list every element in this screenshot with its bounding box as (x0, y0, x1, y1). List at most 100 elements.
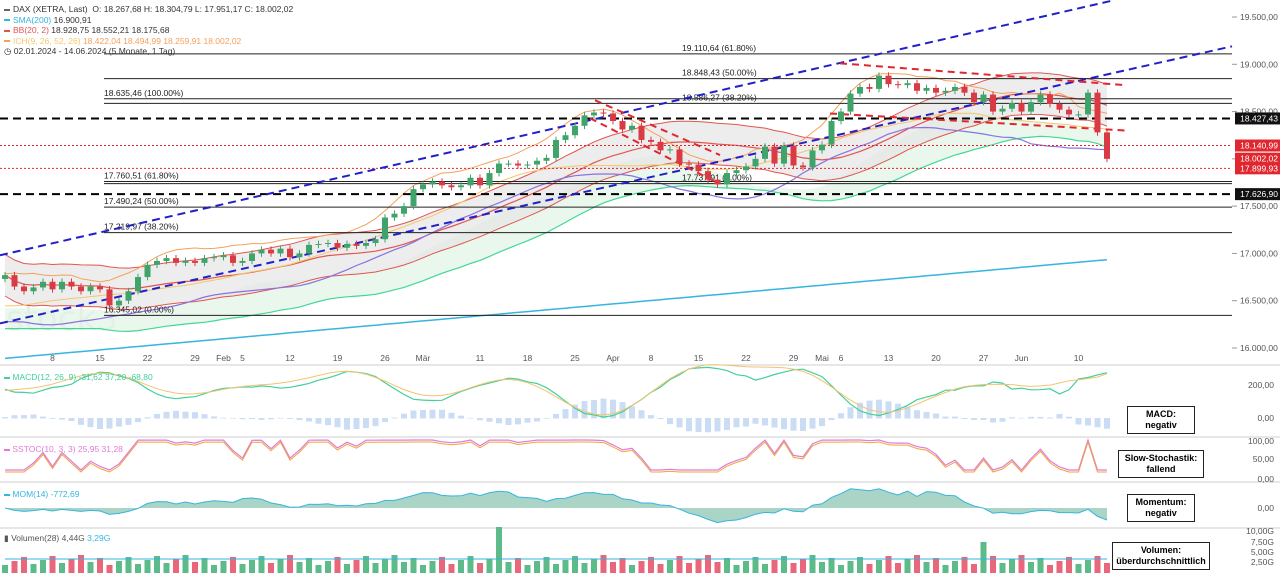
volume-bar (125, 557, 132, 573)
volume-bar (1075, 564, 1082, 573)
x-tick-label: 27 (979, 353, 989, 363)
candle (543, 154, 550, 165)
volume-bar (296, 562, 303, 573)
macd-histogram-bar (648, 415, 654, 419)
candle (923, 84, 930, 95)
legend-instrument: DAX (XETRA, Last) O: 18.267,68 H: 18.304… (4, 4, 293, 15)
candle (154, 257, 160, 269)
candle (800, 162, 806, 171)
macd-histogram-bar (980, 418, 987, 420)
x-tick-label: 29 (789, 353, 799, 363)
candle (648, 136, 654, 146)
candle (106, 286, 113, 309)
volume-bar (173, 559, 179, 573)
stoch-d-line (5, 440, 1107, 473)
volume-bar (695, 559, 702, 573)
volume-bar (382, 559, 388, 573)
macd-histogram-bar (230, 418, 236, 419)
y-tick-label: 16.500,00 (1240, 296, 1278, 306)
volume-bar (638, 561, 645, 573)
candle (40, 278, 46, 291)
macd-histogram-bar (657, 418, 664, 420)
macd-histogram-bar (524, 418, 531, 423)
candle (325, 239, 331, 248)
macd-histogram-bar (1028, 416, 1034, 419)
volume-bar (828, 558, 835, 573)
candle (705, 167, 711, 183)
volume-bar (477, 563, 483, 573)
candle (1037, 91, 1044, 106)
candle (1018, 99, 1025, 115)
macd-histogram-bar (724, 418, 730, 431)
macd-histogram-bar (562, 409, 569, 419)
volume-bar (942, 565, 949, 573)
macd-histogram-bar (971, 418, 977, 420)
volume-bar (78, 555, 84, 573)
vol-legend: ▮ Volumen(28) 4,44G 3,29G (4, 533, 111, 543)
y-tick-label: 17.000,00 (1240, 248, 1278, 258)
volume-bar (154, 556, 160, 573)
macd-signal-line (4, 364, 1108, 416)
macd-histogram-bar (904, 406, 911, 419)
chart-legend: DAX (XETRA, Last) O: 18.267,68 H: 18.304… (4, 4, 293, 57)
candle (11, 271, 18, 290)
mom-signal-box: Momentum: negativ (1127, 494, 1195, 522)
candle (477, 174, 483, 189)
macd-histogram-bar (97, 418, 103, 430)
candle (572, 122, 578, 139)
macd-histogram-bar (610, 399, 616, 419)
macd-histogram-bar (315, 418, 322, 424)
volume-bar (857, 557, 863, 573)
macd-histogram-bar (695, 418, 702, 432)
volume-bar (59, 563, 65, 573)
candle (1028, 98, 1034, 115)
macd-histogram-bar (686, 418, 692, 432)
volume-bar (211, 565, 217, 573)
volume-bar (781, 556, 787, 573)
x-tick-label: 25 (570, 353, 580, 363)
y-tick-label: 18.500,00 (1240, 107, 1278, 117)
macd-histogram-bar (182, 411, 189, 419)
volume-bar (163, 563, 170, 573)
candle (135, 273, 141, 295)
momentum-area (5, 488, 1107, 523)
volume-bar (961, 557, 968, 573)
candle (809, 147, 816, 171)
macd-histogram-bar (1066, 416, 1072, 419)
channel-lower-line (0, 45, 1233, 325)
macd-histogram-bar (258, 418, 265, 420)
candle (515, 160, 521, 169)
price-box (1235, 162, 1280, 175)
fibonacci-label: 18.635,46 (100.00%) (104, 88, 184, 98)
fibonacci-label: 16.345,02 (0.00%) (104, 304, 174, 314)
candle (420, 181, 426, 193)
macd-histogram-bar (249, 418, 255, 420)
bollinger-upper (4, 72, 1108, 269)
macd-histogram-bar (21, 415, 27, 419)
volume-bar (885, 556, 892, 573)
macd-histogram-bar (87, 418, 94, 428)
volume-bar (1047, 565, 1053, 573)
candle (733, 166, 740, 177)
candle (249, 250, 255, 265)
macd-histogram-bar (458, 415, 464, 419)
volume-bar (904, 559, 911, 573)
volume-bar (914, 555, 920, 573)
bars-icon: ▮ (4, 533, 9, 543)
legend-bb: BB(20, 2) 18.928,75 18.552,21 18.175,68 (4, 25, 293, 36)
macd-histogram-bar (287, 418, 293, 419)
candle (268, 246, 274, 257)
candle (230, 252, 236, 267)
candle (600, 109, 607, 117)
macd-histogram-bar (961, 418, 968, 420)
macd-histogram-bar (334, 418, 341, 428)
macd-histogram-bar (382, 418, 388, 423)
x-tick-label: Jun (1015, 353, 1029, 363)
candle (990, 91, 996, 115)
macd-histogram-bar (467, 417, 474, 419)
candle (857, 83, 863, 97)
volume-bar (809, 555, 816, 573)
volume-bar (249, 560, 255, 573)
volume-bar (505, 562, 512, 573)
volume-bar (325, 561, 331, 573)
